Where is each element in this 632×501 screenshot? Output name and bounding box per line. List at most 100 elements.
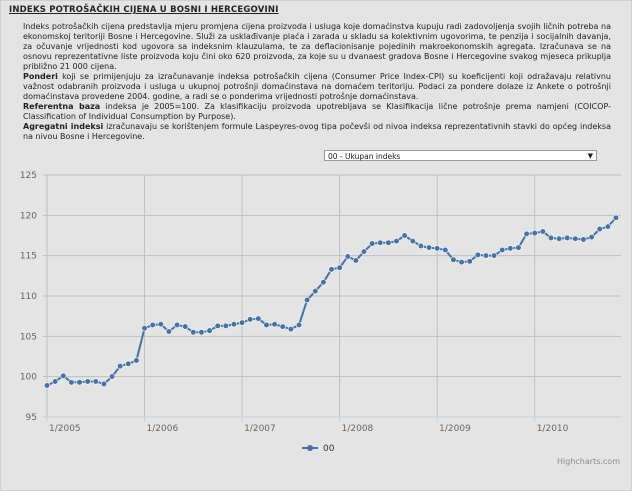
data-point[interactable]	[271, 321, 278, 328]
chart-grid	[43, 174, 621, 418]
y-tick-label: 110	[20, 292, 37, 302]
data-point[interactable]	[352, 257, 359, 264]
data-point[interactable]	[157, 321, 164, 328]
data-point[interactable]	[572, 235, 579, 242]
data-point[interactable]	[60, 372, 67, 379]
data-point[interactable]	[312, 288, 319, 295]
y-tick-label: 105	[20, 332, 37, 342]
aggregate-term: Agregatni indeksi	[23, 122, 104, 131]
data-point[interactable]	[214, 322, 221, 329]
data-point[interactable]	[149, 321, 156, 329]
data-point[interactable]	[173, 321, 181, 329]
data-point[interactable]	[409, 238, 416, 245]
description-paragraph-1: Indeks potrošačkih cijena predstavlja mj…	[23, 22, 611, 71]
base-text: indeksa je 2005=100. Za klasifikaciju pr…	[23, 102, 611, 121]
data-point[interactable]	[100, 380, 107, 388]
x-tick-label: 1/2007	[244, 424, 276, 434]
index-select-value: 00 - Ukupan indeks	[328, 152, 401, 161]
data-point[interactable]	[84, 378, 91, 385]
data-point[interactable]	[393, 238, 400, 245]
data-point[interactable]	[604, 223, 611, 230]
data-point[interactable]	[263, 321, 270, 329]
series-00	[43, 214, 620, 389]
y-axis: 95 100 105 110 115 120 125	[20, 171, 37, 423]
data-point[interactable]	[377, 239, 384, 246]
data-point[interactable]	[206, 327, 213, 334]
data-point[interactable]	[425, 244, 433, 251]
data-point[interactable]	[76, 379, 83, 386]
data-point[interactable]	[531, 229, 538, 237]
data-point[interactable]	[43, 382, 51, 389]
data-point[interactable]	[287, 325, 294, 333]
data-point[interactable]	[68, 379, 75, 386]
data-point[interactable]	[474, 251, 481, 258]
data-point[interactable]	[190, 329, 197, 336]
data-point[interactable]	[385, 239, 392, 246]
weights-term: Ponderi	[23, 72, 58, 81]
data-point[interactable]	[458, 259, 465, 266]
data-point[interactable]	[434, 245, 441, 252]
data-point[interactable]	[450, 256, 457, 263]
data-point[interactable]	[198, 329, 205, 336]
data-point[interactable]	[360, 248, 368, 255]
y-tick-label: 95	[26, 413, 37, 423]
chart-legend[interactable]: 00	[302, 444, 335, 454]
data-point[interactable]	[141, 325, 148, 332]
data-point[interactable]	[442, 246, 449, 254]
data-point[interactable]	[490, 252, 498, 259]
data-point[interactable]	[507, 245, 514, 252]
highcharts-credit[interactable]: Highcharts.com	[557, 457, 620, 466]
data-point[interactable]	[133, 357, 140, 364]
data-point[interactable]	[125, 360, 132, 367]
data-point[interactable]	[336, 264, 343, 271]
x-tick-label: 1/2010	[537, 424, 569, 434]
data-point[interactable]	[344, 253, 351, 260]
x-tick-label: 1/2006	[147, 424, 179, 434]
data-point[interactable]	[117, 363, 124, 370]
data-point[interactable]	[52, 378, 59, 385]
description-paragraph-2: Ponderi koji se primijenjuju za izračuna…	[23, 72, 611, 102]
index-select[interactable]: 00 - Ukupan indeks ▼	[324, 150, 597, 161]
data-point[interactable]	[547, 234, 555, 242]
data-point[interactable]	[108, 373, 116, 380]
data-point[interactable]	[182, 323, 189, 330]
data-point[interactable]	[612, 214, 620, 221]
data-point[interactable]	[580, 236, 587, 243]
data-point[interactable]	[482, 252, 490, 259]
data-point[interactable]	[523, 230, 530, 237]
data-point[interactable]	[466, 258, 473, 265]
data-point[interactable]	[328, 266, 335, 273]
chevron-down-icon: ▼	[587, 152, 593, 160]
x-tick-label: 1/2008	[342, 424, 374, 434]
data-point[interactable]	[247, 316, 254, 323]
data-point[interactable]	[222, 322, 229, 329]
data-point[interactable]	[255, 315, 262, 322]
data-point[interactable]	[539, 228, 546, 235]
legend-marker-symbol	[307, 445, 313, 451]
data-point[interactable]	[238, 319, 246, 326]
y-tick-label: 100	[20, 373, 37, 383]
data-point[interactable]	[369, 240, 376, 247]
data-point[interactable]	[417, 242, 425, 250]
data-point[interactable]	[596, 225, 603, 233]
data-point[interactable]	[295, 321, 303, 329]
data-point[interactable]	[304, 296, 311, 304]
description: Indeks potrošačkih cijena predstavlja mj…	[23, 22, 611, 142]
series-line-00	[46, 217, 617, 387]
data-point[interactable]	[401, 232, 408, 239]
data-point[interactable]	[165, 328, 173, 335]
data-point[interactable]	[230, 321, 238, 328]
base-term: Referentna baza	[23, 102, 101, 111]
data-point[interactable]	[279, 323, 286, 330]
data-point[interactable]	[320, 279, 327, 286]
data-point[interactable]	[555, 235, 563, 242]
data-point[interactable]	[588, 234, 595, 241]
data-point[interactable]	[515, 244, 522, 251]
data-point[interactable]	[499, 246, 506, 254]
data-point[interactable]	[92, 378, 99, 385]
description-paragraph-3: Referentna baza indeksa je 2005=100. Za …	[23, 102, 611, 122]
data-point[interactable]	[564, 234, 571, 242]
page-title: INDEKS POTROŠAČKIH CIJENA U BOSNI I HERC…	[9, 5, 279, 15]
